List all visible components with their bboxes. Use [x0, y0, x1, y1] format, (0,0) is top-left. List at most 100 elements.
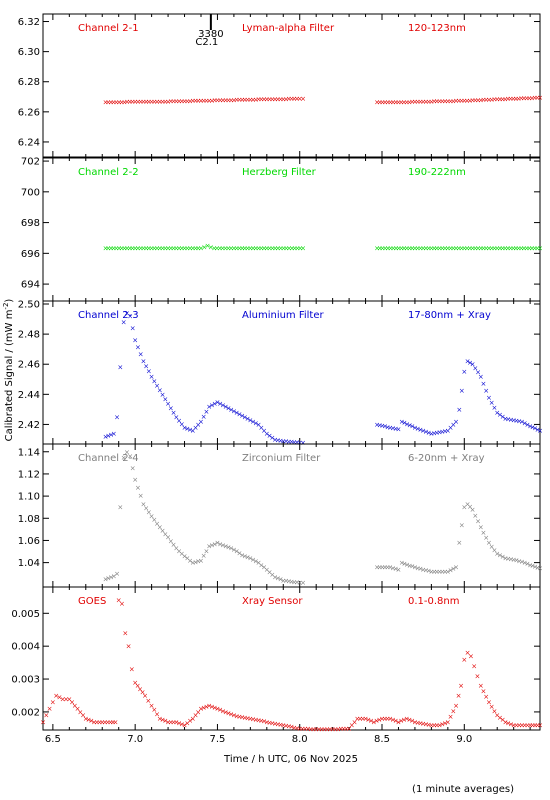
data-point: × — [206, 542, 212, 550]
data-point: × — [209, 703, 215, 711]
data-point: × — [225, 710, 231, 718]
data-point: × — [114, 413, 120, 421]
data-point: × — [398, 717, 404, 725]
y-tick-label: 700 — [21, 187, 40, 198]
data-point: × — [478, 682, 484, 690]
y-tick-label: 696 — [21, 249, 40, 260]
data-point: × — [442, 719, 448, 727]
data-point: × — [434, 722, 440, 730]
data-point: × — [529, 244, 535, 252]
data-point: × — [417, 244, 423, 252]
data-point: × — [187, 557, 193, 565]
panel-frame — [42, 586, 541, 731]
data-point: × — [297, 579, 303, 587]
data-point: × — [456, 244, 462, 252]
data-point: × — [187, 426, 193, 434]
data-point: × — [179, 244, 185, 252]
data-point: × — [103, 244, 109, 252]
data-point: × — [508, 555, 514, 563]
data-point: × — [105, 575, 111, 583]
data-point: × — [137, 685, 143, 693]
data-point: × — [374, 99, 380, 107]
y-tick-label: 698 — [21, 218, 40, 229]
data-point: × — [162, 717, 168, 725]
data-point: × — [401, 98, 407, 106]
data-point: × — [236, 410, 242, 418]
data-point: × — [420, 720, 426, 728]
data-point: × — [215, 705, 221, 713]
data-point: × — [505, 719, 511, 727]
data-point: × — [535, 564, 541, 572]
data-point: × — [393, 425, 399, 433]
data-point: × — [132, 679, 138, 687]
data-point: × — [371, 718, 377, 726]
data-point: × — [212, 540, 218, 548]
data-point: × — [426, 98, 432, 106]
data-point: × — [258, 96, 264, 104]
data-point: × — [212, 400, 218, 408]
data-point: × — [176, 719, 182, 727]
data-point: × — [198, 97, 204, 105]
panel-wavelength-label: 120-123nm — [408, 23, 466, 34]
data-point: × — [385, 423, 391, 431]
data-point: × — [431, 244, 437, 252]
data-point: × — [206, 97, 212, 105]
data-point: × — [209, 401, 215, 409]
data-point: × — [204, 703, 210, 711]
data-point: × — [201, 413, 207, 421]
data-point: × — [467, 97, 473, 105]
data-point: × — [220, 401, 226, 409]
panel-wavelength-label: 190-222nm — [408, 167, 466, 178]
data-point: × — [239, 713, 245, 721]
panel-wavelength-label: 6-20nm + Xray — [408, 453, 485, 464]
data-point: × — [88, 717, 94, 725]
data-point: × — [267, 244, 273, 252]
data-point: × — [256, 96, 262, 104]
data-point: × — [143, 244, 149, 252]
data-point: × — [532, 425, 538, 433]
data-point: × — [417, 98, 423, 106]
data-point: × — [204, 547, 210, 555]
data-point: × — [272, 244, 278, 252]
data-point: × — [151, 516, 157, 524]
data-point: × — [138, 98, 144, 106]
data-point: × — [426, 721, 432, 729]
data-point: × — [401, 560, 407, 568]
data-point: × — [390, 716, 396, 724]
data-point: × — [261, 564, 267, 572]
data-point: × — [173, 413, 179, 421]
data-point: × — [494, 244, 500, 252]
data-point: × — [119, 244, 125, 252]
data-point: × — [407, 244, 413, 252]
data-point: × — [223, 708, 229, 716]
data-series: ××××××××××××××××××××××××××××××××××××××××… — [103, 242, 543, 252]
y-tick-label: 1.14 — [18, 447, 40, 458]
data-point: × — [269, 244, 275, 252]
data-point: × — [423, 567, 429, 575]
data-point: × — [176, 98, 182, 106]
data-point: × — [483, 387, 489, 395]
data-point: × — [442, 427, 448, 435]
data-point: × — [146, 368, 152, 376]
data-point: × — [201, 243, 207, 251]
data-point: × — [415, 719, 421, 727]
data-point: × — [182, 552, 188, 560]
data-point: × — [465, 649, 471, 657]
data-point: × — [382, 99, 388, 107]
data-point: × — [242, 714, 248, 722]
x-tick-label: 8.0 — [292, 734, 308, 745]
data-point: × — [379, 99, 385, 107]
data-point: × — [220, 707, 226, 715]
data-point: × — [426, 429, 432, 437]
data-point: × — [239, 96, 245, 104]
data-point: × — [228, 711, 234, 719]
data-point: × — [289, 578, 295, 586]
data-point: × — [526, 94, 532, 102]
data-point: × — [195, 558, 201, 566]
data-point: × — [459, 244, 465, 252]
data-point: × — [407, 422, 413, 430]
data-point: × — [500, 413, 506, 421]
data-point: × — [486, 96, 492, 104]
data-point: × — [157, 386, 163, 394]
data-point: × — [157, 244, 163, 252]
